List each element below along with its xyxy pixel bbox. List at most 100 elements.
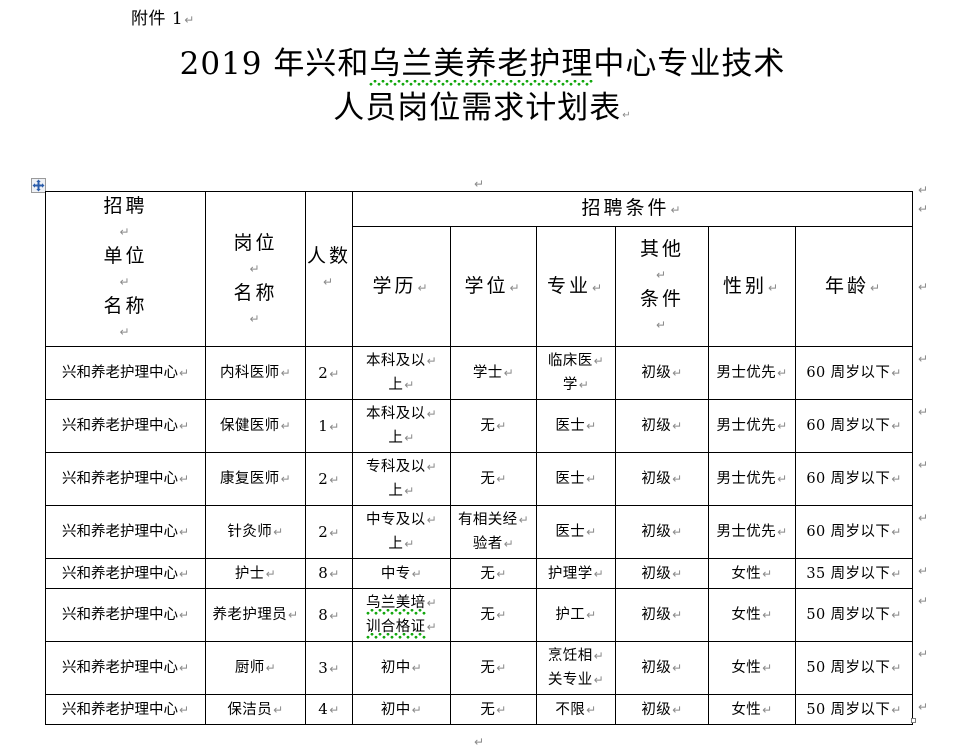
paragraph-mark-icon: ↵ [918, 279, 929, 294]
table-row: 兴和养老护理中心↵ 针灸师↵ 2↵ 中专及以↵ 上↵ 有相关经↵ 验者↵ 医士↵ 初级↵ 男士优先… [45, 505, 914, 559]
paragraph-mark-icon: ↵ [891, 608, 902, 622]
header-unit-line-3: 名称 [103, 295, 148, 317]
cell-unit: 兴和养老护理中心↵ [45, 588, 206, 642]
cell-post-line-1: 护士↵ [234, 565, 277, 582]
paragraph-mark-icon: ↵ [655, 267, 670, 282]
paragraph-mark-icon: ↵ [273, 525, 284, 539]
paragraph-mark-icon: ↵ [329, 608, 340, 623]
cell-unit: 兴和养老护理中心↵ [45, 452, 206, 506]
cell-other-line-1: 初级↵ [641, 524, 683, 540]
paragraph-mark-icon: ↵ [672, 366, 683, 380]
paragraph-mark-icon: ↵ [417, 280, 431, 295]
cell-count: 4↵ [305, 694, 353, 725]
table-move-handle[interactable] [31, 178, 46, 193]
cell-degree-line-1: 无↵ [480, 660, 507, 676]
cell-education: 本科及以↵ 上↵ [352, 399, 451, 453]
cell-unit: 兴和养老护理中心↵ [45, 641, 206, 695]
paragraph-mark-icon: ↵ [322, 275, 337, 289]
paragraph-mark-icon: ↵ [891, 472, 902, 486]
cell-degree: 无↵ [450, 558, 537, 589]
paragraph-mark-icon: ↵ [426, 460, 438, 474]
cell-gender-line-1: 女性↵ [731, 565, 773, 582]
cell-count: 2↵ [305, 452, 353, 506]
paragraph-mark-icon: ↵ [329, 567, 340, 581]
cell-gender-line-1: 男士优先↵ [716, 524, 788, 540]
cell-education: 中专及以↵ 上↵ [352, 505, 451, 559]
cell-unit: 兴和养老护理中心↵ [45, 346, 206, 400]
paragraph-mark-icon: ↵ [672, 419, 683, 433]
cell-unit-line-1: 兴和养老护理中心↵ [61, 607, 190, 623]
paragraph-mark-icon: ↵ [593, 354, 605, 368]
cell-gender: 男士优先↵ [708, 346, 796, 400]
cell-post-line-1: 保洁员↵ [227, 701, 284, 718]
paragraph-mark-icon: ↵ [918, 593, 929, 608]
paragraph-mark-icon: ↵ [329, 525, 340, 540]
cell-other: 初级↵ [615, 558, 709, 589]
cell-unit-line-1: 兴和养老护理中心↵ [61, 565, 190, 582]
paragraph-mark-icon: ↵ [870, 280, 884, 295]
paragraph-mark-icon: ↵ [119, 225, 133, 239]
paragraph-mark-icon: ↵ [411, 702, 423, 717]
cell-gender: 男士优先↵ [708, 399, 796, 453]
paragraph-mark-icon: ↵ [426, 620, 438, 634]
paragraph-mark-icon: ↵ [918, 563, 929, 578]
cell-post-line-1: 厨师↵ [234, 660, 277, 676]
cell-unit: 兴和养老护理中心↵ [45, 505, 206, 559]
cell-age-line-1: 60 周岁以下↵ [806, 418, 902, 434]
cell-other: 初级↵ [615, 588, 709, 642]
cell-age-line-1: 60 周岁以下↵ [806, 524, 902, 540]
cell-education-line-1: 初中↵ [380, 660, 423, 676]
cell-other-line-1: 初级↵ [641, 418, 683, 434]
header-degree-text: 学位 [464, 274, 509, 297]
paragraph-mark-icon: ↵ [672, 472, 683, 486]
cell-age: 50 周岁以下↵ [794, 641, 914, 695]
cell-count: 8↵ [305, 558, 353, 589]
cell-education: 本科及以↵ 上↵ [352, 346, 451, 400]
cell-degree: 无↵ [450, 694, 537, 725]
cell-unit-line-1: 兴和养老护理中心↵ [61, 524, 190, 540]
cell-degree-line-1: 无↵ [480, 418, 507, 434]
cell-major-line-1: 临床医↵ [547, 353, 605, 369]
cell-other: 初级↵ [615, 346, 709, 400]
paragraph-mark-icon: ↵ [586, 608, 597, 622]
recruitment-plan-table: 招聘↵ 单位↵ 名称↵ 岗位 岗位↵ 名称↵ 人数 人数↵ 人数 [45, 190, 914, 725]
table-header-row-sub: 学历↵ 学位↵ 专业↵ 其他 ↵ 条件 ↵ 性别↵ [46, 226, 914, 347]
cell-count-line-1: 1↵ [318, 416, 340, 435]
cell-unit-line-1: 兴和养老护理中心↵ [61, 471, 190, 487]
paragraph-mark-icon: ↵ [593, 649, 605, 663]
cell-education: 初中↵ [352, 641, 451, 695]
table-row: 兴和养老护理中心↵ 厨师↵ 3↵ 初中↵ 无↵ 烹饪相↵ 关专业↵ 初级↵ 女性↵ 50 周岁以下… [45, 641, 914, 695]
paragraph-mark-icon: ↵ [178, 525, 190, 539]
page-title-line-2-text: 人员岗位需求计划表 [333, 90, 622, 126]
cell-education-line-1: 乌兰美培↵ [354, 591, 449, 615]
cell-age-line-1: 50 周岁以下↵ [806, 701, 902, 718]
cell-age-line-1: 60 周岁以下↵ [806, 471, 902, 487]
cell-education-line-2: 训合格证↵ [354, 615, 449, 639]
cell-degree: 有相关经↵ 验者↵ [450, 505, 537, 559]
table-resize-handle[interactable] [911, 718, 916, 723]
header-cell-post: 岗位 岗位↵ 名称↵ [205, 191, 306, 347]
cell-count-line-1: 8↵ [318, 605, 340, 624]
cell-count: 3↵ [305, 641, 353, 695]
cell-gender: 女性↵ [708, 558, 796, 589]
cell-post-line-1: 养老护理员↵ [212, 607, 299, 623]
table-row: 兴和养老护理中心↵ 内科医师↵ 2↵ 本科及以↵ 上↵ 学士↵ 临床医↵ 学↵ 初级↵ 男士优先↵… [45, 346, 914, 400]
cell-major-line-1: 护工↵ [555, 607, 597, 623]
paragraph-mark-icon: ↵ [404, 537, 415, 551]
cell-age-line-1: 50 周岁以下↵ [806, 607, 902, 623]
paragraph-mark-icon: ↵ [496, 661, 507, 675]
paragraph-mark-icon: ↵ [426, 596, 438, 610]
cell-post: 针灸师↵ [205, 505, 306, 559]
cell-age: 35 周岁以下↵ [794, 558, 914, 589]
header-post-line-2: 名称 [233, 282, 278, 304]
paragraph-mark-icon: ↵ [672, 566, 683, 581]
header-major-text: 专业 [546, 274, 591, 297]
cell-age: 60 周岁以下↵ [794, 399, 914, 453]
paragraph-mark-icon: ↵ [655, 317, 670, 332]
cell-post-line-1: 康复医师↵ [219, 471, 292, 487]
cell-education-line-1: 初中↵ [380, 701, 423, 718]
cell-other-line-1: 初级↵ [641, 565, 683, 582]
paragraph-mark-icon: ↵ [593, 673, 605, 687]
cell-other: 初级↵ [615, 641, 709, 695]
paragraph-mark-icon: ↵ [578, 378, 590, 392]
